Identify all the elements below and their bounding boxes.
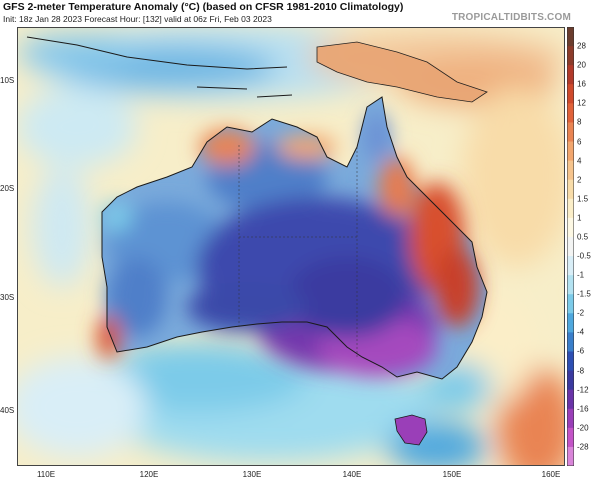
indonesia-islands xyxy=(26,36,293,98)
colorbar-label: -16 xyxy=(577,404,589,414)
tasmania xyxy=(394,414,428,446)
colorbar-swatch xyxy=(567,198,574,219)
colorbar-label: -6 xyxy=(577,346,585,356)
colorbar-label: 2 xyxy=(577,175,582,185)
lon-label: 110E xyxy=(36,470,56,479)
lon-label: 160E xyxy=(541,470,561,479)
colorbar-swatch xyxy=(567,332,574,352)
colorbar-swatch xyxy=(567,65,574,85)
land-anomaly xyxy=(97,112,479,377)
colorbar-swatch xyxy=(567,122,574,143)
new-guinea xyxy=(316,41,488,103)
colorbar-label: -2 xyxy=(577,308,585,318)
colorbar-swatch xyxy=(567,313,574,333)
brand-watermark: TROPICALTIDBITS.COM xyxy=(451,12,571,23)
header: GFS 2-meter Temperature Anomaly (°C) (ba… xyxy=(0,0,599,26)
lat-label: 40S xyxy=(0,406,15,415)
map-title: GFS 2-meter Temperature Anomaly (°C) (ba… xyxy=(3,1,404,13)
colorbar-swatch xyxy=(567,370,574,391)
colorbar-label: 20 xyxy=(577,60,586,70)
colorbar-swatch xyxy=(567,141,574,162)
colorbar-label: 4 xyxy=(577,156,582,166)
colorbar-swatch xyxy=(567,84,574,104)
colorbar-swatch xyxy=(567,408,574,429)
colorbar-label: 6 xyxy=(577,137,582,147)
colorbar-swatch xyxy=(567,275,574,295)
lon-label: 130E xyxy=(242,470,262,479)
colorbar-swatch xyxy=(567,179,574,200)
colorbar-label: 1 xyxy=(577,213,582,223)
lat-label: 10S xyxy=(0,76,15,85)
colorbar-label: 28 xyxy=(577,41,586,51)
colorbar-label: -0.5 xyxy=(577,251,591,261)
lon-label: 150E xyxy=(442,470,462,479)
colorbar-label: -4 xyxy=(577,327,585,337)
colorbar-swatch xyxy=(567,46,574,66)
colorbar-label: -1 xyxy=(577,270,585,280)
colorbar-label: 1.5 xyxy=(577,194,589,204)
anomaly-map xyxy=(17,27,565,466)
colorbar-swatch xyxy=(567,27,574,47)
anomaly-field xyxy=(17,27,565,466)
colorbar-label: -28 xyxy=(577,442,589,452)
colorbar-swatch xyxy=(567,446,574,466)
lon-label: 120E xyxy=(139,470,159,479)
colorbar-label: 12 xyxy=(577,98,586,108)
colorbar-swatch xyxy=(567,256,574,276)
colorbar-swatch xyxy=(567,294,574,314)
colorbar-swatch xyxy=(567,103,574,123)
lat-label: 30S xyxy=(0,293,15,302)
forecast-info: Init: 18z Jan 28 2023 Forecast Hour: [13… xyxy=(3,14,272,24)
colorbar-swatch xyxy=(567,236,574,257)
colorbar-swatch xyxy=(567,427,574,448)
colorbar-label: 8 xyxy=(577,117,582,127)
lat-label: 20S xyxy=(0,184,15,193)
colorbar-label: -20 xyxy=(577,423,589,433)
lon-label: 140E xyxy=(342,470,362,479)
colorbar-swatch xyxy=(567,160,574,181)
australia-coastline xyxy=(101,96,488,380)
colorbar-swatch xyxy=(567,389,574,410)
colorbar-label: -8 xyxy=(577,366,585,376)
colorbar-label: 16 xyxy=(577,79,586,89)
colorbar xyxy=(567,27,574,466)
colorbar-label: -1.5 xyxy=(577,289,591,299)
colorbar-swatch xyxy=(567,351,574,372)
colorbar-label: -12 xyxy=(577,385,589,395)
state-borders xyxy=(238,145,358,357)
colorbar-label: 0.5 xyxy=(577,232,589,242)
colorbar-swatch xyxy=(567,217,574,238)
